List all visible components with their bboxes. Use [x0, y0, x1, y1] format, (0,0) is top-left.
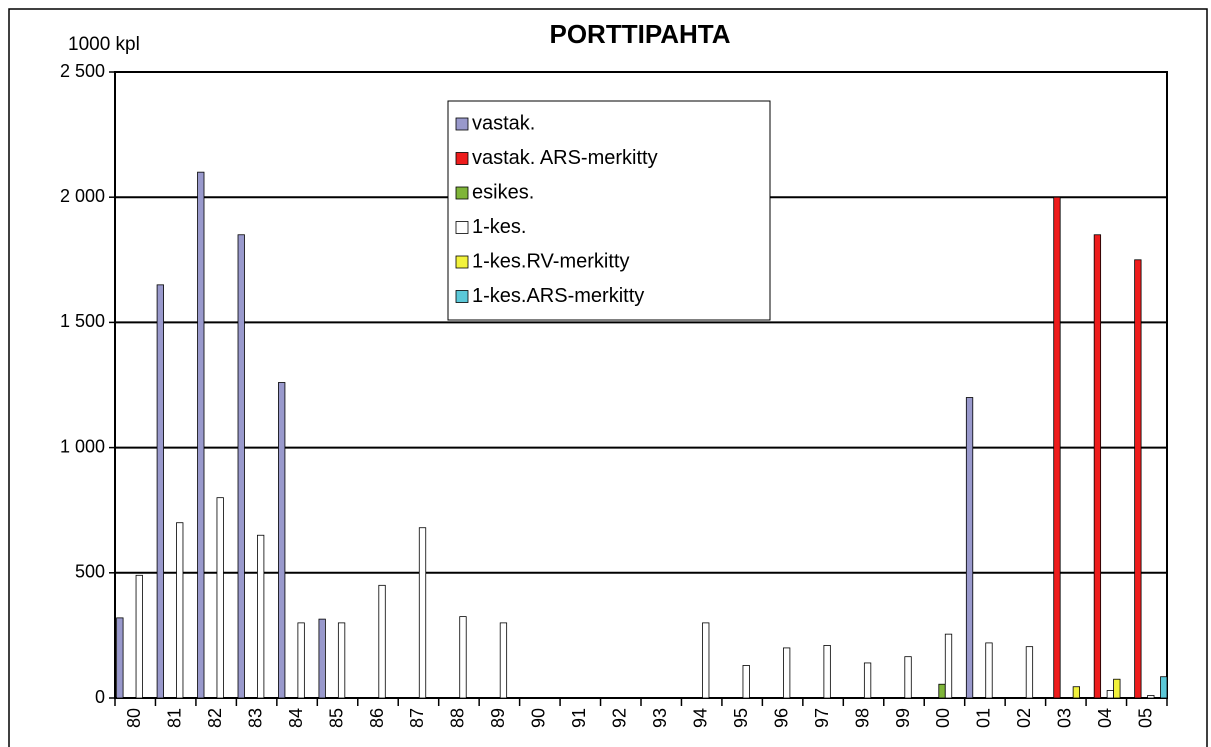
legend-swatch: [455, 290, 469, 303]
x-tick-label: 01: [974, 708, 994, 728]
x-tick-label: 02: [1014, 708, 1034, 728]
x-tick-label: 94: [690, 708, 710, 728]
bar: [176, 522, 184, 699]
x-tick-label: 83: [245, 708, 265, 728]
bar: [1147, 695, 1155, 699]
y-tick-label: 500: [75, 562, 105, 582]
bar: [863, 662, 872, 699]
legend-swatch: [455, 186, 469, 200]
x-tick-label: 95: [731, 708, 751, 728]
bar: [318, 618, 326, 699]
legend-swatch: [455, 117, 469, 131]
x-tick-label: 89: [488, 708, 508, 728]
x-tick-label: 93: [650, 708, 670, 728]
x-tick-label: 92: [610, 708, 630, 728]
y-tick-label: 1 000: [60, 436, 105, 456]
legend-box: [447, 100, 771, 321]
x-tick-label: 05: [1136, 708, 1156, 728]
legend-label: 1-kes.ARS-merkitty: [472, 285, 644, 307]
x-tick-label: 80: [124, 708, 144, 728]
x-tick-label: 90: [529, 708, 549, 728]
x-tick-label: 00: [933, 708, 953, 728]
bar: [1106, 690, 1114, 699]
legend-swatch: [455, 255, 469, 269]
x-tick-label: 82: [205, 708, 225, 728]
bar: [116, 617, 124, 699]
bar: [499, 622, 508, 699]
bar: [1025, 646, 1034, 699]
legend-label: 1-kes.: [472, 216, 526, 238]
legend-label: vastak.: [472, 112, 535, 134]
x-tick-label: 99: [893, 708, 913, 728]
bar: [278, 382, 286, 699]
bar: [197, 171, 205, 699]
chart-title: PORTTIPAHTA: [549, 19, 730, 49]
x-tick-label: 04: [1095, 708, 1115, 728]
x-tick-label: 88: [448, 708, 468, 728]
x-tick-label: 81: [164, 708, 184, 728]
legend-label: 1-kes.RV-merkitty: [472, 250, 629, 272]
bar: [418, 527, 427, 699]
x-tick-label: 98: [852, 708, 872, 728]
y-tick-label: 0: [95, 687, 105, 707]
bar: [1093, 234, 1102, 699]
bar: [783, 647, 791, 699]
bar: [297, 622, 305, 699]
x-tick-label: 91: [569, 708, 589, 728]
bar: [257, 534, 265, 699]
x-tick-label: 84: [286, 708, 306, 728]
y-tick-label: 1 500: [60, 311, 105, 331]
bar: [938, 683, 946, 699]
x-tick-label: 87: [407, 708, 427, 728]
bar: [1053, 196, 1061, 699]
bar: [904, 656, 912, 699]
bar: [1134, 259, 1142, 699]
legend-label: esikes.: [472, 181, 534, 203]
bar: [965, 397, 974, 699]
x-tick-label: 85: [326, 708, 346, 728]
bar: [1072, 686, 1081, 699]
legend-swatch: [455, 152, 469, 165]
bar: [216, 497, 224, 699]
bar: [944, 633, 953, 699]
x-tick-label: 97: [812, 708, 832, 728]
y-axis-label: 1000 kpl: [68, 34, 140, 55]
bar: [337, 622, 346, 699]
bar: [135, 574, 143, 699]
bar: [702, 622, 710, 699]
bar: [378, 584, 386, 699]
bar: [823, 645, 831, 699]
y-tick-label: 2 500: [60, 61, 105, 81]
legend-swatch: [455, 221, 469, 234]
bar: [1113, 678, 1121, 699]
bar: [459, 616, 467, 699]
bar: [1160, 676, 1168, 699]
bar: [237, 234, 245, 699]
bar: [742, 665, 750, 699]
x-tick-label: 03: [1055, 708, 1075, 728]
x-tick-label: 86: [367, 708, 387, 728]
y-tick-label: 2 000: [60, 186, 105, 206]
x-tick-label: 96: [771, 708, 791, 728]
bar: [156, 284, 164, 699]
legend-label: vastak. ARS-merkitty: [472, 147, 658, 169]
bar: [985, 642, 993, 699]
